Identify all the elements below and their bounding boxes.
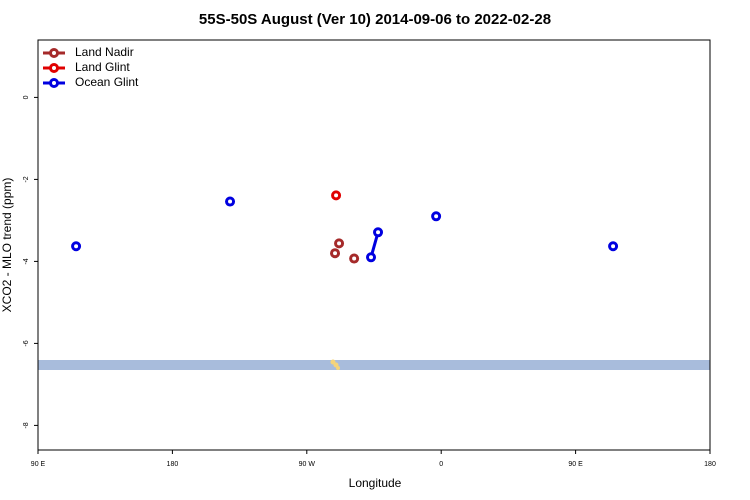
legend-marker bbox=[49, 78, 59, 88]
y-tick-label: -2 bbox=[23, 176, 30, 182]
data-point bbox=[331, 190, 342, 201]
data-point bbox=[334, 238, 345, 249]
coverage-strip bbox=[38, 360, 710, 370]
legend-marker bbox=[49, 63, 59, 73]
coverage-land bbox=[330, 359, 340, 370]
y-tick-label: -8 bbox=[23, 422, 30, 428]
x-tick-label: 90 E bbox=[568, 461, 583, 468]
data-point bbox=[431, 211, 442, 222]
chart-title: 55S-50S August (Ver 10) 2014-09-06 to 20… bbox=[199, 11, 551, 28]
y-tick-label: 0 bbox=[23, 95, 30, 99]
y-axis-label: XCO2 - MLO trend (ppm) bbox=[0, 178, 14, 313]
data-point bbox=[225, 196, 236, 207]
data-point bbox=[71, 241, 82, 252]
y-tick-label: -6 bbox=[23, 340, 30, 346]
x-axis-label: Longitude bbox=[349, 476, 402, 490]
data-point bbox=[366, 252, 377, 263]
data-point bbox=[373, 227, 384, 238]
x-tick-label: 180 bbox=[704, 461, 716, 468]
data-point bbox=[608, 241, 619, 252]
x-tick-label: 0 bbox=[439, 461, 443, 468]
y-tick-label: -4 bbox=[23, 258, 30, 264]
legend-label: Land Nadir bbox=[75, 45, 134, 59]
legend-label: Ocean Glint bbox=[75, 75, 139, 89]
x-tick-label: 180 bbox=[167, 461, 179, 468]
legend-marker bbox=[49, 48, 59, 58]
legend-label: Land Glint bbox=[75, 60, 130, 74]
data-point bbox=[349, 253, 360, 264]
data-point bbox=[330, 248, 341, 259]
plot-frame bbox=[37, 39, 711, 451]
x-tick-label: 90 W bbox=[299, 461, 316, 468]
x-tick-label: 90 E bbox=[31, 461, 46, 468]
